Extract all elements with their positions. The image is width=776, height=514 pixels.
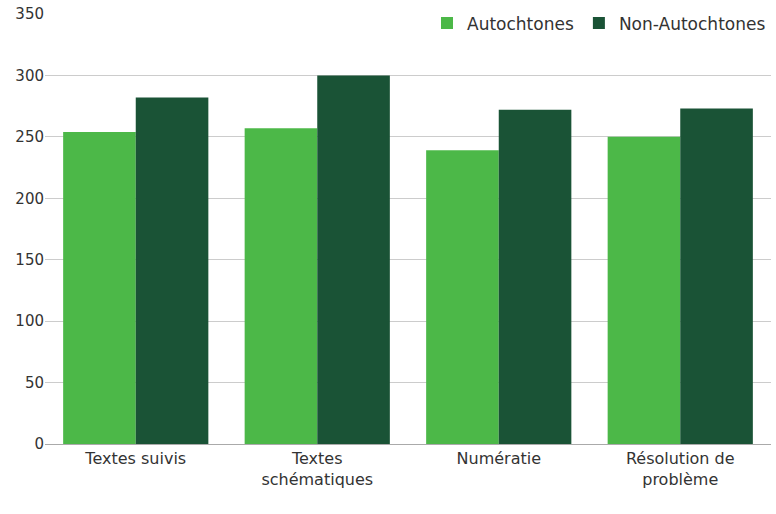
svg-text:Textes suivis: Textes suivis <box>84 449 186 468</box>
svg-text:300: 300 <box>15 67 44 85</box>
svg-text:Textesschématiques: Textesschématiques <box>261 449 373 489</box>
svg-text:Numératie: Numératie <box>457 449 541 468</box>
svg-text:Résolution deproblème: Résolution deproblème <box>626 449 735 489</box>
svg-text:250: 250 <box>15 128 44 146</box>
svg-text:50: 50 <box>25 374 44 392</box>
svg-text:100: 100 <box>15 312 44 330</box>
svg-text:Autochtones: Autochtones <box>467 14 574 34</box>
svg-text:0: 0 <box>34 435 44 453</box>
svg-text:150: 150 <box>15 251 44 269</box>
svg-text:200: 200 <box>15 190 44 208</box>
svg-text:350: 350 <box>15 5 44 23</box>
svg-text:Non-Autochtones: Non-Autochtones <box>619 14 766 34</box>
